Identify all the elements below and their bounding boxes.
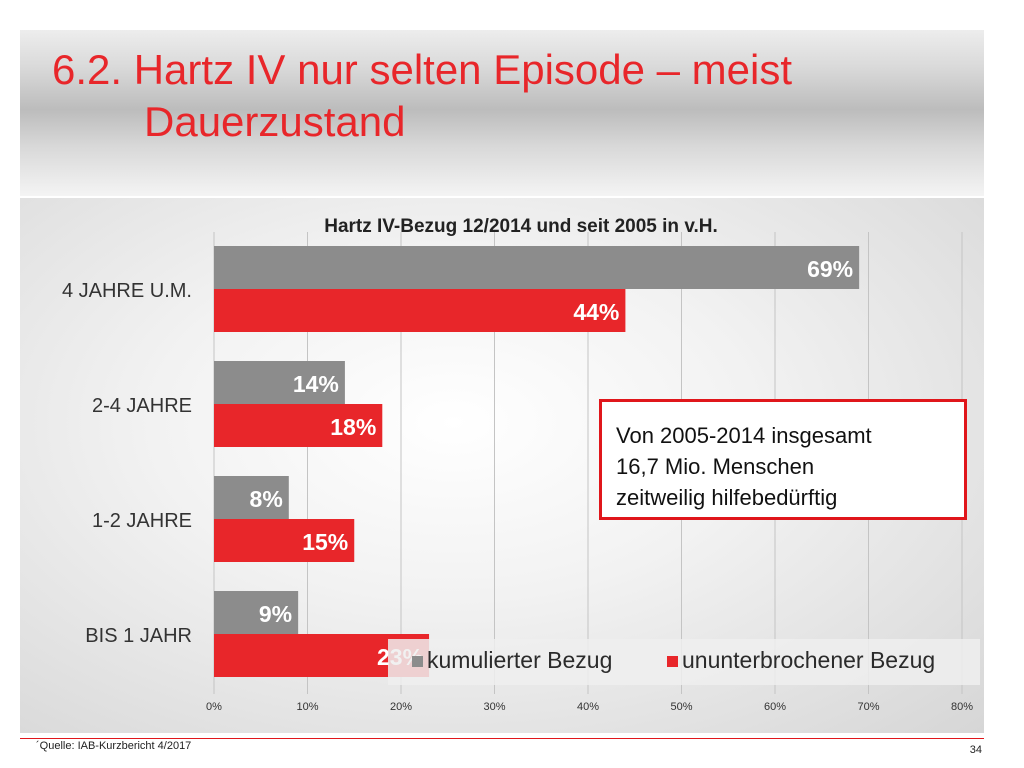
x-tick-label: 20% [390,701,412,713]
header-band [20,30,984,196]
chart-legend: kumulierter Bezug ununterbrochener Bezug [388,639,980,685]
callout-line: 16,7 Mio. Menschen [616,454,815,479]
callout-box: Von 2005-2014 insgesamt 16,7 Mio. Mensch… [599,399,967,520]
footer-divider [20,738,984,739]
bar-value-label: 15% [302,529,348,555]
legend-item-ununterbrochener: ununterbrochener Bezug [667,647,935,674]
callout-line: zeitweilig hilfebedürftig [616,485,838,510]
legend-label: ununterbrochener Bezug [682,647,936,673]
x-tick-label: 70% [857,701,879,713]
page-number: 34 [969,744,982,756]
category-label: 2-4 JAHRE [92,395,192,417]
bar-value-label: 44% [573,299,619,325]
x-tick-label: 10% [296,701,318,713]
bar-value-label: 18% [330,414,376,440]
slide-title: 6.2. Hartz IV nur selten Episode – meist… [52,44,952,148]
bars: 69%44%14%18%8%15%9%23% [214,246,860,677]
bar-value-label: 14% [293,371,339,397]
bar [214,404,383,447]
callout-line: Von 2005-2014 insgesamt [616,423,872,448]
legend-item-kumulierter: kumulierter Bezug [412,647,612,674]
x-tick-label: 60% [764,701,786,713]
x-tick-label: 40% [577,701,599,713]
category-label: 4 JAHRE U.M. [62,280,192,302]
x-tick-label: 0% [206,701,222,713]
bar-value-label: 69% [807,256,853,282]
footer-source: ´Quelle: IAB-Kurzbericht 4/2017 [36,740,192,752]
bar [214,519,355,562]
legend-swatch-red [667,656,678,667]
bar [214,361,345,404]
x-tick-label: 80% [951,701,973,713]
category-labels: 4 JAHRE U.M. 2-4 JAHRE 1-2 JAHRE BIS 1 JAHR [62,280,192,647]
bar [214,591,299,634]
bar-value-label: 8% [250,486,283,512]
legend-label: kumulierter Bezug [427,647,613,673]
bar [214,476,289,519]
slide-title-line1: 6.2. Hartz IV nur selten Episode – meist [52,46,793,93]
bar [214,246,860,289]
bar [214,289,626,332]
legend-swatch-gray [412,656,423,667]
category-label: BIS 1 JAHR [85,625,192,647]
x-tick-label: 30% [483,701,505,713]
x-axis-ticks: 0% 10% 20% 30% 40% 50% 60% 70% 80% [206,701,973,713]
category-label: 1-2 JAHRE [92,510,192,532]
bar-value-label: 9% [259,601,292,627]
chart-title: Hartz IV-Bezug 12/2014 und seit 2005 in … [324,216,718,237]
x-tick-label: 50% [670,701,692,713]
slide-title-line2: Dauerzustand [144,98,406,145]
